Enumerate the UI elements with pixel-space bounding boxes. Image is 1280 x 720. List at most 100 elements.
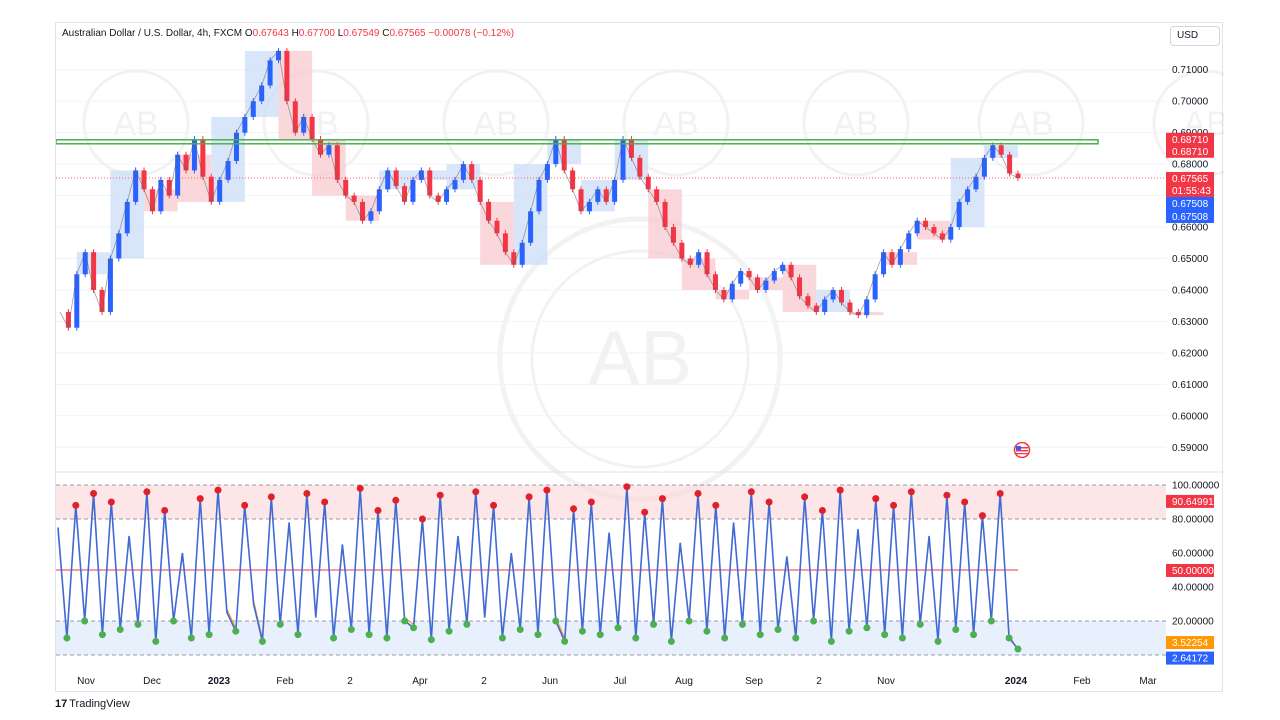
candle-body	[965, 189, 971, 202]
oversold-dot	[881, 631, 889, 639]
close-value: 0.67565	[389, 28, 426, 39]
rsi-badge: 3.52254	[1166, 636, 1214, 650]
candle-body	[729, 283, 735, 300]
overbought-dot	[747, 488, 755, 496]
change-value: −0.00078 (−0.12%)	[428, 28, 515, 39]
candle-body	[578, 189, 584, 212]
overbought-dot	[978, 512, 986, 520]
candle-body	[990, 145, 996, 158]
us-flag-icon[interactable]	[1012, 442, 1032, 458]
candle-body	[460, 164, 466, 180]
candle-body	[418, 170, 424, 180]
oversold-dot	[152, 637, 160, 645]
candle-body	[712, 274, 718, 290]
candle-body	[662, 201, 668, 228]
oversold-dot	[116, 626, 124, 633]
overbought-dot	[712, 501, 720, 509]
candle-body	[250, 101, 256, 117]
candle-body	[847, 302, 853, 312]
candle-body	[931, 227, 937, 234]
chart-canvas[interactable]: ABABABABABABABAB0.720000.710000.700000.6…	[56, 23, 1224, 693]
overbought-dot	[436, 491, 444, 499]
watermark-text-large: AB	[588, 314, 692, 402]
oversold-dot	[98, 631, 106, 639]
overbought-dot	[321, 498, 329, 506]
candle-body	[981, 157, 987, 177]
symbol-header: Australian Dollar / U.S. Dollar, 4h, FXC…	[62, 28, 514, 39]
candle-body	[1015, 173, 1021, 178]
candle-body	[595, 189, 601, 202]
candle-body	[326, 145, 332, 155]
time-tick-label: 2	[347, 676, 353, 687]
close-label: C	[382, 28, 390, 39]
candle-body	[82, 252, 88, 275]
candle-body	[124, 201, 130, 234]
candle-body	[645, 176, 651, 190]
oversold-dot	[258, 637, 266, 645]
overbought-dot	[392, 496, 400, 504]
overbought-dot	[374, 507, 382, 514]
oversold-dot	[401, 617, 409, 625]
candle-body	[654, 189, 660, 202]
candle-body	[797, 277, 803, 297]
price-badge: 0.68710	[1166, 144, 1214, 158]
time-tick-label: Apr	[412, 676, 428, 687]
overbought-dot	[525, 493, 533, 501]
oversold-dot	[987, 617, 995, 625]
time-tick-label: Jul	[614, 676, 627, 687]
candle-body	[444, 189, 450, 202]
overbought-dot	[961, 498, 969, 506]
overbought-dot	[303, 490, 311, 497]
overbought-dot	[623, 483, 631, 491]
candle-body	[133, 170, 139, 202]
candle-body	[368, 211, 374, 221]
candle-body	[519, 242, 525, 265]
price-tick-label: 0.59000	[1172, 443, 1209, 454]
candle-body	[275, 50, 281, 61]
price-badge-bg	[1166, 209, 1214, 223]
oversold-zone	[56, 621, 1166, 655]
oversold-dot	[898, 634, 906, 642]
candle-body	[696, 252, 702, 265]
candle-body	[191, 138, 197, 171]
tradingview-logo[interactable]: 17 TradingView	[55, 698, 130, 710]
candle-body	[351, 195, 357, 202]
candle-body	[107, 258, 113, 312]
oversold-dot	[561, 637, 569, 645]
oversold-dot	[516, 626, 524, 633]
candle-body	[502, 233, 508, 253]
oversold-dot	[774, 626, 782, 633]
price-badge-label: 0.67508	[1172, 212, 1209, 223]
currency-button[interactable]: USD	[1170, 26, 1220, 46]
oversold-dot	[232, 627, 240, 635]
candle-body	[830, 289, 836, 300]
open-label: O	[244, 28, 253, 39]
candle-body	[805, 296, 811, 306]
candle-body	[872, 274, 878, 300]
rsi-badge-bg	[1166, 494, 1214, 508]
oversold-dot	[952, 626, 960, 633]
candle-body	[376, 189, 382, 212]
tradingview-text: TradingView	[69, 698, 130, 710]
candle-body	[679, 242, 685, 259]
candle-body	[881, 252, 887, 275]
overbought-dot	[356, 484, 364, 492]
candle-body	[116, 233, 122, 259]
candle-body	[292, 101, 298, 133]
oversold-dot	[187, 634, 195, 642]
overbought-dot	[267, 493, 275, 501]
price-line	[59, 50, 1019, 329]
candle-body	[267, 60, 273, 86]
oversold-dot	[347, 626, 355, 633]
candle-body	[158, 179, 164, 212]
candle-body	[343, 179, 349, 196]
price-tick-label: 0.68000	[1172, 160, 1209, 171]
oversold-dot	[916, 620, 924, 628]
overbought-dot	[196, 495, 204, 503]
oversold-dot	[463, 620, 471, 628]
oversold-dot	[552, 617, 560, 625]
price-badge-bg	[1166, 132, 1214, 146]
price-tick-label: 0.64000	[1172, 285, 1209, 296]
candle-body	[923, 220, 929, 228]
